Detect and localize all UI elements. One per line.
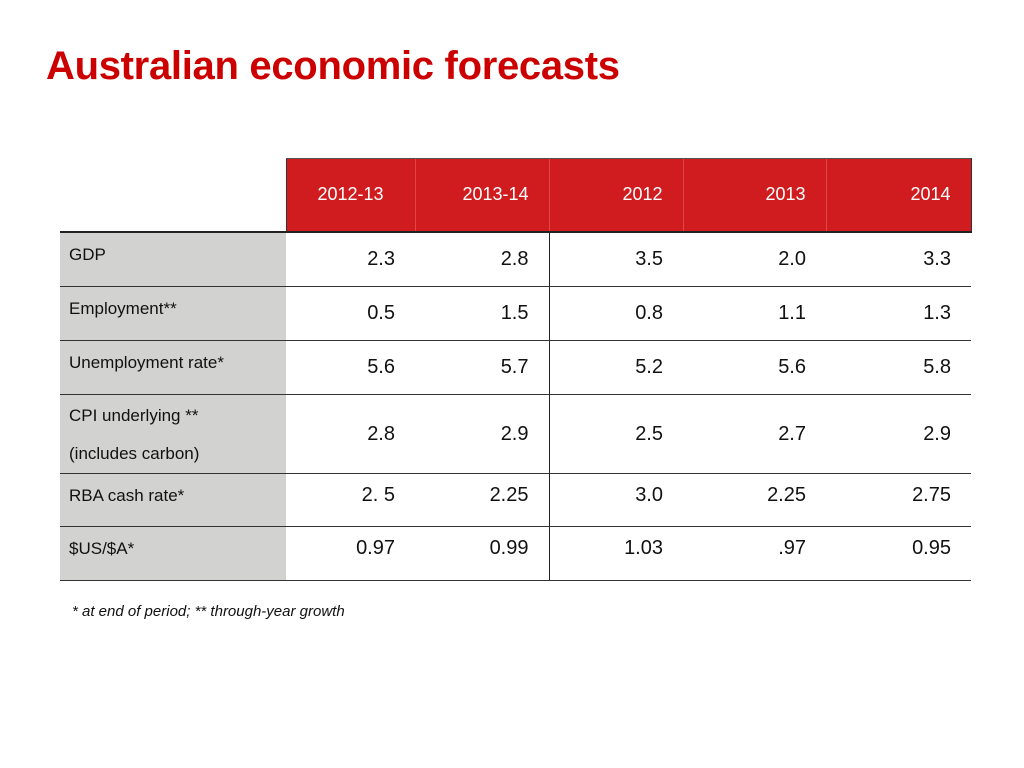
row-label: RBA cash rate*: [60, 473, 286, 527]
table-cell: 2.25: [683, 473, 826, 527]
table-cell: 2.3: [286, 231, 415, 287]
table-header-row: 2012-13 2013-14 2012 2013 2014: [60, 158, 972, 233]
table-cell: 0.99: [415, 526, 550, 581]
table-cell: .97: [683, 526, 826, 581]
table-row-unemployment: Unemployment rate* 5.6 5.7 5.2 5.6 5.8: [60, 340, 971, 395]
table-cell: 1.1: [683, 286, 826, 341]
table-cell: 0.5: [286, 286, 415, 341]
row-label: $US/$A*: [60, 526, 286, 581]
row-label: Unemployment rate*: [60, 340, 286, 395]
table-cell: 3.0: [549, 473, 683, 527]
table-cell: 3.5: [549, 231, 683, 287]
footnote: * at end of period; ** through-year grow…: [72, 603, 345, 620]
table-cell: 2. 5: [286, 473, 415, 527]
column-header: 2013-14: [414, 158, 549, 233]
table-cell: 5.8: [826, 340, 971, 395]
table-row-gdp: GDP 2.3 2.8 3.5 2.0 3.3: [60, 231, 971, 287]
row-label: CPI underlying ** (includes carbon): [60, 394, 286, 474]
column-header: 2012: [548, 158, 683, 233]
row-label: Employment**: [60, 286, 286, 341]
table-cell: 5.6: [286, 340, 415, 395]
table-cell: 2.9: [826, 394, 971, 474]
table-row-employment: Employment** 0.5 1.5 0.8 1.1 1.3: [60, 286, 971, 341]
table-cell: 0.95: [826, 526, 971, 581]
table-cell: 5.6: [683, 340, 826, 395]
row-label-line: CPI underlying **: [69, 406, 199, 425]
column-header: 2012-13: [285, 158, 415, 233]
slide-title: Australian economic forecasts: [46, 44, 620, 88]
column-header: 2013: [682, 158, 826, 233]
table-row-cash-rate: RBA cash rate* 2. 5 2.25 3.0 2.25 2.75: [60, 473, 971, 527]
table-cell: 2.8: [286, 394, 415, 474]
table-cell: 1.5: [415, 286, 550, 341]
table-cell: 2.25: [415, 473, 550, 527]
table-cell: 2.9: [415, 394, 550, 474]
row-label: GDP: [60, 231, 286, 287]
table-cell: 0.97: [286, 526, 415, 581]
table-cell: 1.03: [549, 526, 683, 581]
table-cell: 2.0: [683, 231, 826, 287]
table-cell: 0.8: [549, 286, 683, 341]
table-cell: 3.3: [826, 231, 971, 287]
table-cell: 2.8: [415, 231, 550, 287]
row-label-line: (includes carbon): [69, 444, 200, 463]
table-row-exchange-rate: $US/$A* 0.97 0.99 1.03 .97 0.95: [60, 526, 971, 581]
header-corner: [60, 158, 286, 233]
forecast-table: 2012-13 2013-14 2012 2013 2014 GDP 2.3 2…: [60, 158, 972, 581]
table-cell: 2.7: [683, 394, 826, 474]
table-cell: 2.75: [826, 473, 971, 527]
table-cell: 1.3: [826, 286, 971, 341]
table-cell: 5.7: [415, 340, 550, 395]
table-cell: 2.5: [549, 394, 683, 474]
column-header: 2014: [825, 158, 972, 233]
table-cell: 5.2: [549, 340, 683, 395]
table-row-cpi: CPI underlying ** (includes carbon) 2.8 …: [60, 394, 971, 474]
